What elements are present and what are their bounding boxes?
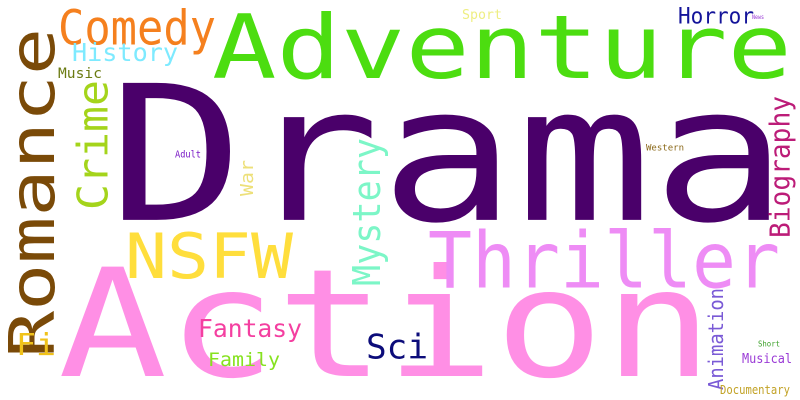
word-musical: Musical bbox=[742, 350, 792, 367]
word-mystery: Mystery bbox=[344, 138, 390, 286]
word-biography: Biography bbox=[763, 96, 797, 238]
word-documentary: Documentary bbox=[720, 382, 790, 397]
word-animation: Animation bbox=[704, 288, 728, 390]
word-comedy: Comedy bbox=[58, 0, 216, 56]
word-sport: Sport bbox=[462, 6, 502, 23]
word-adult: Adult bbox=[175, 148, 201, 160]
word-sci: Sci bbox=[366, 326, 428, 367]
word-drama: Drama bbox=[108, 45, 788, 266]
word-nsfw: NSFW bbox=[125, 220, 293, 293]
word-horror: Horror bbox=[678, 3, 754, 29]
word-adventure: Adventure bbox=[212, 0, 792, 100]
word-short: Short bbox=[758, 339, 780, 349]
word-action: Action bbox=[58, 236, 713, 400]
word-war: War bbox=[236, 160, 258, 196]
word-family: Family bbox=[208, 348, 280, 371]
word-news: News bbox=[752, 13, 764, 21]
word-crime: Crime bbox=[68, 80, 118, 210]
word-fi: Fi bbox=[16, 327, 56, 363]
word-history: History bbox=[72, 37, 178, 67]
word-western: Western bbox=[646, 142, 684, 153]
word-music: Music bbox=[58, 64, 102, 82]
word-romance: Romance bbox=[0, 27, 69, 358]
word-thriller: Thriller bbox=[428, 214, 780, 307]
word-fantasy: Fantasy bbox=[198, 313, 302, 343]
